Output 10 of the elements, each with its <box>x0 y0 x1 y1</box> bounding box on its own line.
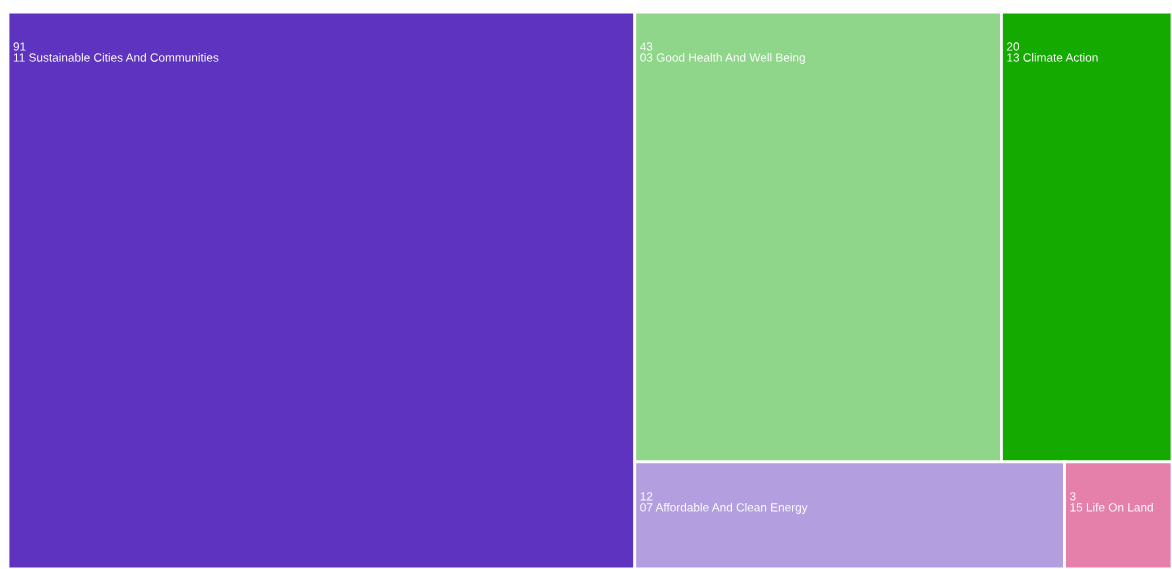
category-label: 11 Sustainable Cities And Communities <box>13 53 219 62</box>
category-label: 13 Climate Action <box>1007 53 1098 62</box>
category-label: 03 Good Health And Well Being <box>640 53 805 65</box>
data-label: 3 <box>1070 492 1076 501</box>
category-label: 07 Affordable And Clean Energy <box>640 502 808 514</box>
data-label: 12 <box>640 492 653 501</box>
data-label: 20 <box>1007 42 1020 51</box>
category-label: 15 Life On Land <box>1070 502 1153 512</box>
data-label: 91 <box>13 42 26 51</box>
data-label: 43 <box>640 42 653 51</box>
